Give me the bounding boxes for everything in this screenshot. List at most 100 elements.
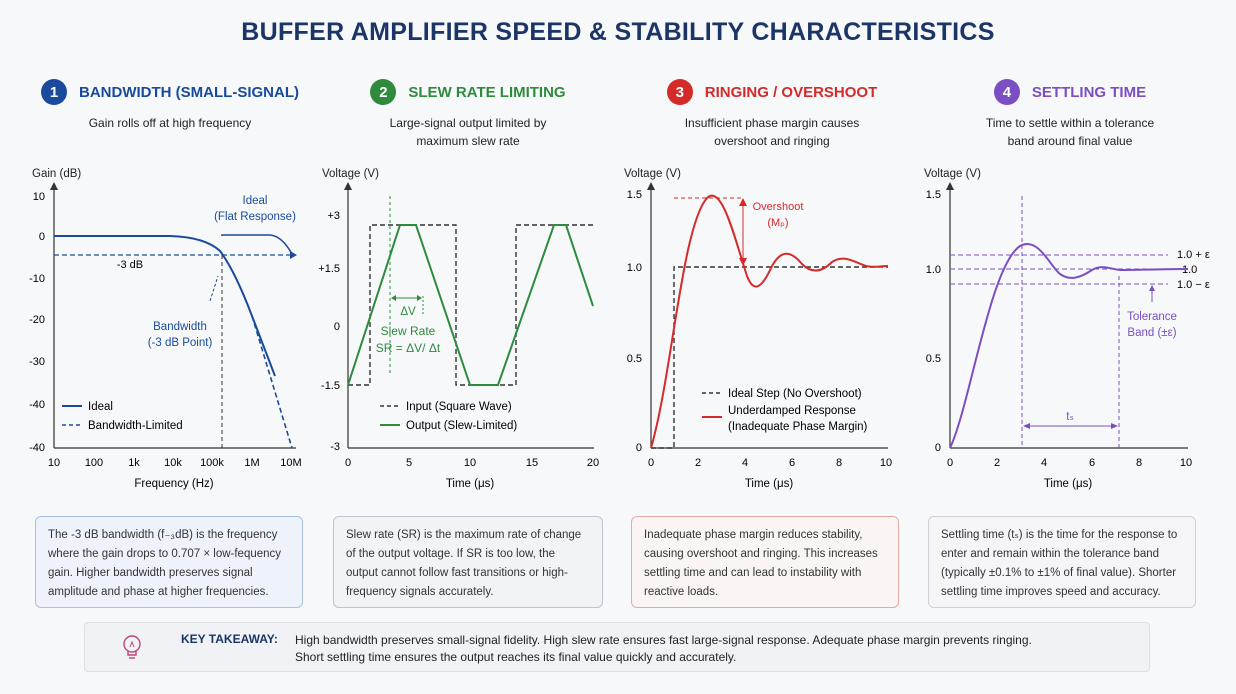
x-tick: 10M	[280, 457, 301, 469]
ideal-label: Ideal	[243, 195, 268, 207]
y-tick: 0	[334, 321, 340, 333]
delta-v-label: ΔV	[400, 306, 416, 318]
bandwidth-limited-curve	[54, 235, 276, 377]
bandwidth-limited-dashed	[251, 315, 293, 449]
legend-item: Underdamped Response	[728, 405, 856, 417]
y-axis-label: Gain (dB)	[32, 168, 82, 180]
x-axis-label: Time (μs)	[1044, 478, 1093, 490]
ideal-response-line	[221, 234, 293, 255]
y-tick: -20	[29, 314, 45, 326]
panel-header: 2 SLEW RATE LIMITING	[318, 78, 618, 106]
x-tick: 0	[648, 457, 654, 469]
legend-item: (Inadequate Phase Margin)	[728, 421, 868, 433]
page-title: BUFFER AMPLIFIER SPEED & STABILITY CHARA…	[241, 18, 995, 46]
description-settling: Settling time (tₛ) is the time for the r…	[928, 516, 1196, 608]
step-number-badge: 4	[993, 79, 1020, 105]
settling-response	[949, 243, 1189, 449]
x-tick: 4	[1041, 457, 1047, 469]
legend-item: Bandwidth-Limited	[88, 420, 183, 432]
settling-time-plot: 1.5 1.0 0.5 0 0 2 4 6 8 10 Time (μs) 1.0…	[926, 182, 1210, 490]
description-ringing: Inadequate phase margin reduces stabilit…	[631, 516, 899, 608]
minus-3db-label: -3 dB	[117, 259, 143, 271]
panel-bandwidth: 1 BANDWIDTH (SMALL-SIGNAL) Gain rolls of…	[20, 76, 320, 516]
panel-subtitle: Gain rolls off at high frequency	[88, 116, 252, 130]
x-tick: 10	[464, 457, 476, 469]
y-tick: 1.0	[627, 262, 642, 274]
panel-header: 4 SETTLING TIME	[920, 78, 1220, 106]
legend-item: Input (Square Wave)	[406, 401, 512, 413]
panel-subtitle: Time to settle within a tolerance band ar…	[985, 116, 1155, 148]
x-tick: 6	[789, 457, 795, 469]
description-slew-rate: Slew rate (SR) is the maximum rate of ch…	[333, 516, 603, 608]
ideal-label: (Flat Response)	[214, 211, 296, 223]
legend-item: Ideal Step (No Overshoot)	[728, 388, 862, 400]
panel-settling-time: 4 SETTLING TIME Time to settle within a …	[920, 76, 1220, 516]
overshoot-label: Overshoot	[753, 201, 804, 213]
y-tick: -1.5	[321, 380, 340, 392]
y-tick: 1.5	[627, 189, 642, 201]
y-axis-label: Voltage (V)	[624, 168, 681, 180]
x-tick: 0	[345, 457, 351, 469]
y-tick: -40	[29, 442, 45, 454]
y-tick: 10	[33, 191, 45, 203]
slew-rate-label: Slew Rate	[381, 324, 436, 338]
x-tick: 8	[836, 457, 842, 469]
output-slew-limited	[347, 224, 594, 386]
x-tick: 2	[695, 457, 701, 469]
x-tick: 4	[742, 457, 748, 469]
bandwidth-label: Bandwidth	[153, 321, 207, 333]
y-tick: 0.5	[926, 353, 941, 365]
x-tick: 100	[85, 457, 103, 469]
panel-heading: SETTLING TIME	[1031, 83, 1147, 101]
x-tick: 10	[880, 457, 892, 469]
y-tick: +3	[327, 210, 340, 222]
y-axis-label: Voltage (V)	[322, 168, 379, 180]
x-tick: 2	[994, 457, 1000, 469]
bandwidth-label: (-3 dB Point)	[148, 337, 213, 349]
y-tick: 0.5	[627, 353, 642, 365]
x-tick: 8	[1136, 457, 1142, 469]
bandwidth-plot: 10 0 -10 -20 -30 -40 -40 10 100 1k 10k 1…	[29, 182, 302, 490]
key-takeaway-text: High bandwidth preserves small-signal fi…	[295, 633, 1032, 664]
x-axis-label: Time (μs)	[446, 478, 495, 490]
y-tick: 0	[935, 442, 941, 454]
panel-ringing: 3 RINGING / OVERSHOOT Insufficient phase…	[622, 76, 922, 516]
mp-label: (Mₚ)	[767, 217, 788, 229]
step-number-badge: 3	[666, 79, 693, 105]
x-tick: 20	[587, 457, 599, 469]
y-tick: -3	[330, 441, 340, 453]
upper-tolerance-label: 1.0 + ε	[1177, 249, 1210, 261]
panel-slew-rate: 2 SLEW RATE LIMITING Large-signal output…	[318, 76, 618, 516]
underdamped-response	[650, 194, 889, 449]
description-bandwidth: The -3 dB bandwidth (f₋₃dB) is the frequ…	[35, 516, 303, 608]
final-value-label: 1.0	[1182, 264, 1197, 276]
x-tick: 100k	[200, 457, 224, 469]
tolerance-band-label: Tolerance	[1127, 311, 1177, 323]
tolerance-band-label: Band (±ε)	[1127, 327, 1176, 339]
legend-item: Ideal	[88, 401, 113, 413]
legend-item: Output (Slew-Limited)	[406, 420, 517, 432]
step-number-badge: 2	[370, 79, 397, 105]
lightbulb-icon	[123, 635, 141, 659]
x-tick: 10	[48, 457, 60, 469]
slew-rate-formula: SR = ΔV/ Δt	[376, 341, 441, 355]
settling-time-label: tₛ	[1066, 411, 1074, 423]
panel-header: 3 RINGING / OVERSHOOT	[622, 78, 922, 106]
x-tick: 15	[526, 457, 538, 469]
y-tick: -10	[29, 273, 45, 285]
y-axis-label: Voltage (V)	[924, 168, 981, 180]
key-takeaway-label: KEY TAKEAWAY:	[181, 632, 278, 646]
x-axis-label: Frequency (Hz)	[134, 478, 213, 490]
key-takeaway-box: KEY TAKEAWAY: High bandwidth preserves s…	[84, 622, 1150, 672]
input-square-wave	[348, 224, 593, 386]
x-tick: 1k	[128, 457, 140, 469]
y-tick: -40	[29, 399, 45, 411]
y-tick: 1.0	[926, 264, 941, 276]
panel-heading: BANDWIDTH (SMALL-SIGNAL)	[79, 83, 299, 101]
panel-subtitle: Insufficient phase margin causes overshoo…	[684, 116, 860, 148]
ideal-step	[651, 266, 888, 449]
y-tick: 1.5	[926, 189, 941, 201]
y-tick: +1.5	[318, 263, 340, 275]
panel-heading: SLEW RATE LIMITING	[408, 83, 566, 101]
x-tick: 5	[406, 457, 412, 469]
